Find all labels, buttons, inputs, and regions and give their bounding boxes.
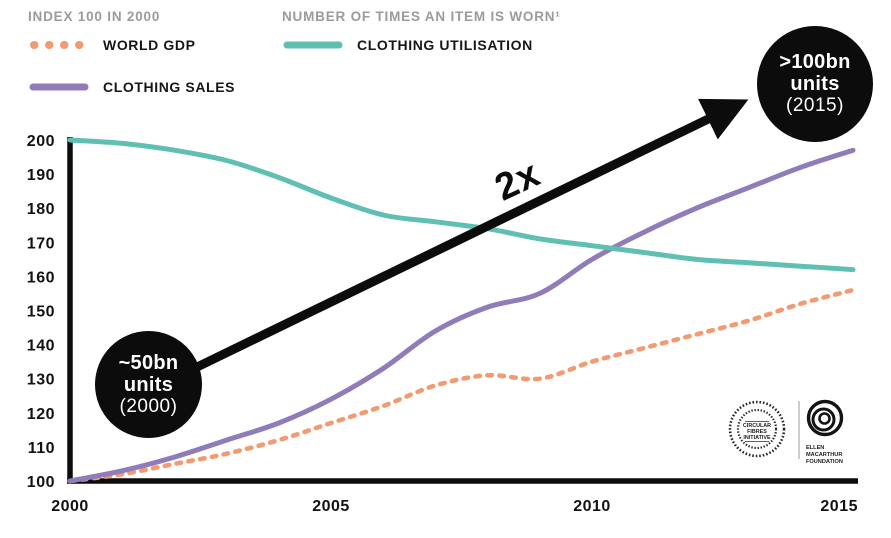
legend-item-clothing-sales: CLOTHING SALES [28,79,235,95]
cfi-logo-line2: FIBRES [747,429,767,435]
series-line-world-gdp [67,287,856,484]
series-line-clothing-sales [67,147,856,484]
y-axis-tick-label: 170 [27,235,55,252]
legend-title-index: INDEX 100 IN 2000 [28,9,161,24]
bubble-2015-unit: units [790,73,840,95]
emf-logo-line3: FOUNDATION [806,459,843,465]
logos: CIRCULAR FIBRES INITIATIVE ELLEN MACARTH… [728,399,844,465]
bubble-2015-year: (2015) [786,95,844,116]
y-axis-tick-label: 100 [27,474,55,491]
growth-arrow [191,98,749,374]
x-axis-tick-label: 2015 [820,498,858,515]
world-gdp-swatch-icon [30,41,88,49]
y-axis-tick-label: 150 [27,304,55,321]
cfi-logo-line1: CIRCULAR [743,423,771,429]
bubble-2000-year: (2000) [119,395,178,417]
y-axis-tick-label: 140 [27,338,55,355]
annotation-bubble-2000: ~50bn units (2000) [95,331,202,438]
clothing-sales-swatch-icon [29,83,89,91]
legend-label-clothing-utilisation: CLOTHING UTILISATION [357,37,533,53]
y-axis-tick-label: 110 [28,440,55,457]
y-axis-tick-label: 130 [27,372,55,389]
series-line-clothing-utilisation [67,137,856,273]
emf-logo-line2: MACARTHUR [806,452,842,458]
cfi-logo-line3: INITIATIVE [743,435,771,441]
x-axis-tick-label: 2010 [573,498,611,515]
x-axis-tick-label: 2005 [312,498,350,515]
ellen-macarthur-foundation-logo: ELLEN MACARTHUR FOUNDATION [806,399,844,465]
legend-item-clothing-utilisation: CLOTHING UTILISATION [282,37,533,53]
y-axis-tick-label: 160 [27,269,55,286]
legend-label-clothing-sales: CLOTHING SALES [103,79,236,95]
y-axis-tick-label: 180 [27,201,55,218]
annotation-bubble-2015: >100bn units (2015) [757,26,873,142]
bubble-2015-value: >100bn [779,51,851,73]
legend-title-times-worn: NUMBER OF TIMES AN ITEM IS WORN¹ [282,9,561,24]
y-axis-tick-label: 120 [27,406,55,423]
clothing-utilisation-swatch-icon [283,41,343,49]
bubble-2000-unit: units [123,373,174,396]
x-axis-tick-label: 2000 [51,498,89,515]
legend-item-world-gdp: WORLD GDP [28,37,196,53]
circular-fibres-initiative-logo: CIRCULAR FIBRES INITIATIVE [728,400,786,458]
y-axis-tick-label: 190 [27,167,55,184]
y-axis-tick-label: 200 [27,133,55,150]
emf-logo-line1: ELLEN [806,445,824,451]
bubble-2000-value: ~50bn [118,351,179,374]
legend-label-world-gdp: WORLD GDP [103,37,196,53]
